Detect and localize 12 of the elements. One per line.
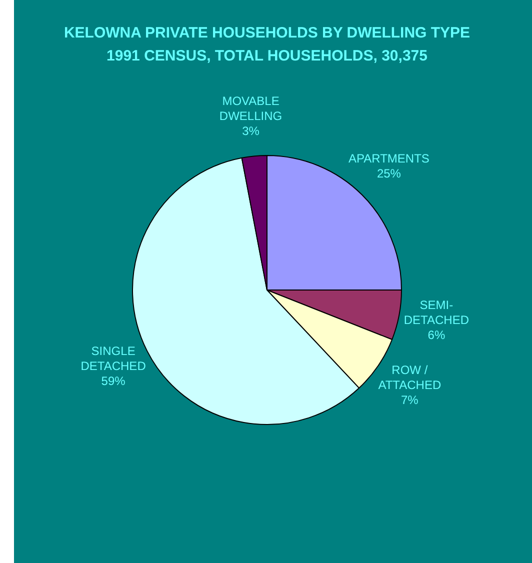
slice-label: APARTMENTS <box>348 151 430 166</box>
data-label: 6% <box>428 328 446 342</box>
slice-label: SEMI-DETACHED <box>404 298 470 328</box>
chart-subtitle: 1991 CENSUS, TOTAL HOUSEHOLDS, 30,375 <box>106 48 428 65</box>
slice-label: ROW / ATTACHED <box>378 362 442 392</box>
data-label: 25% <box>376 166 402 180</box>
data-label: 3% <box>242 124 260 138</box>
chart-title: KELOWNA PRIVATE HOUSEHOLDS BY DWELLING TYPE <box>64 24 470 42</box>
data-label: 59% <box>101 374 126 388</box>
data-label: 7% <box>401 392 419 407</box>
slice-label: MOVABLE DWELLING <box>219 94 282 124</box>
slice-label: SINGLE DETACHED <box>80 344 146 374</box>
